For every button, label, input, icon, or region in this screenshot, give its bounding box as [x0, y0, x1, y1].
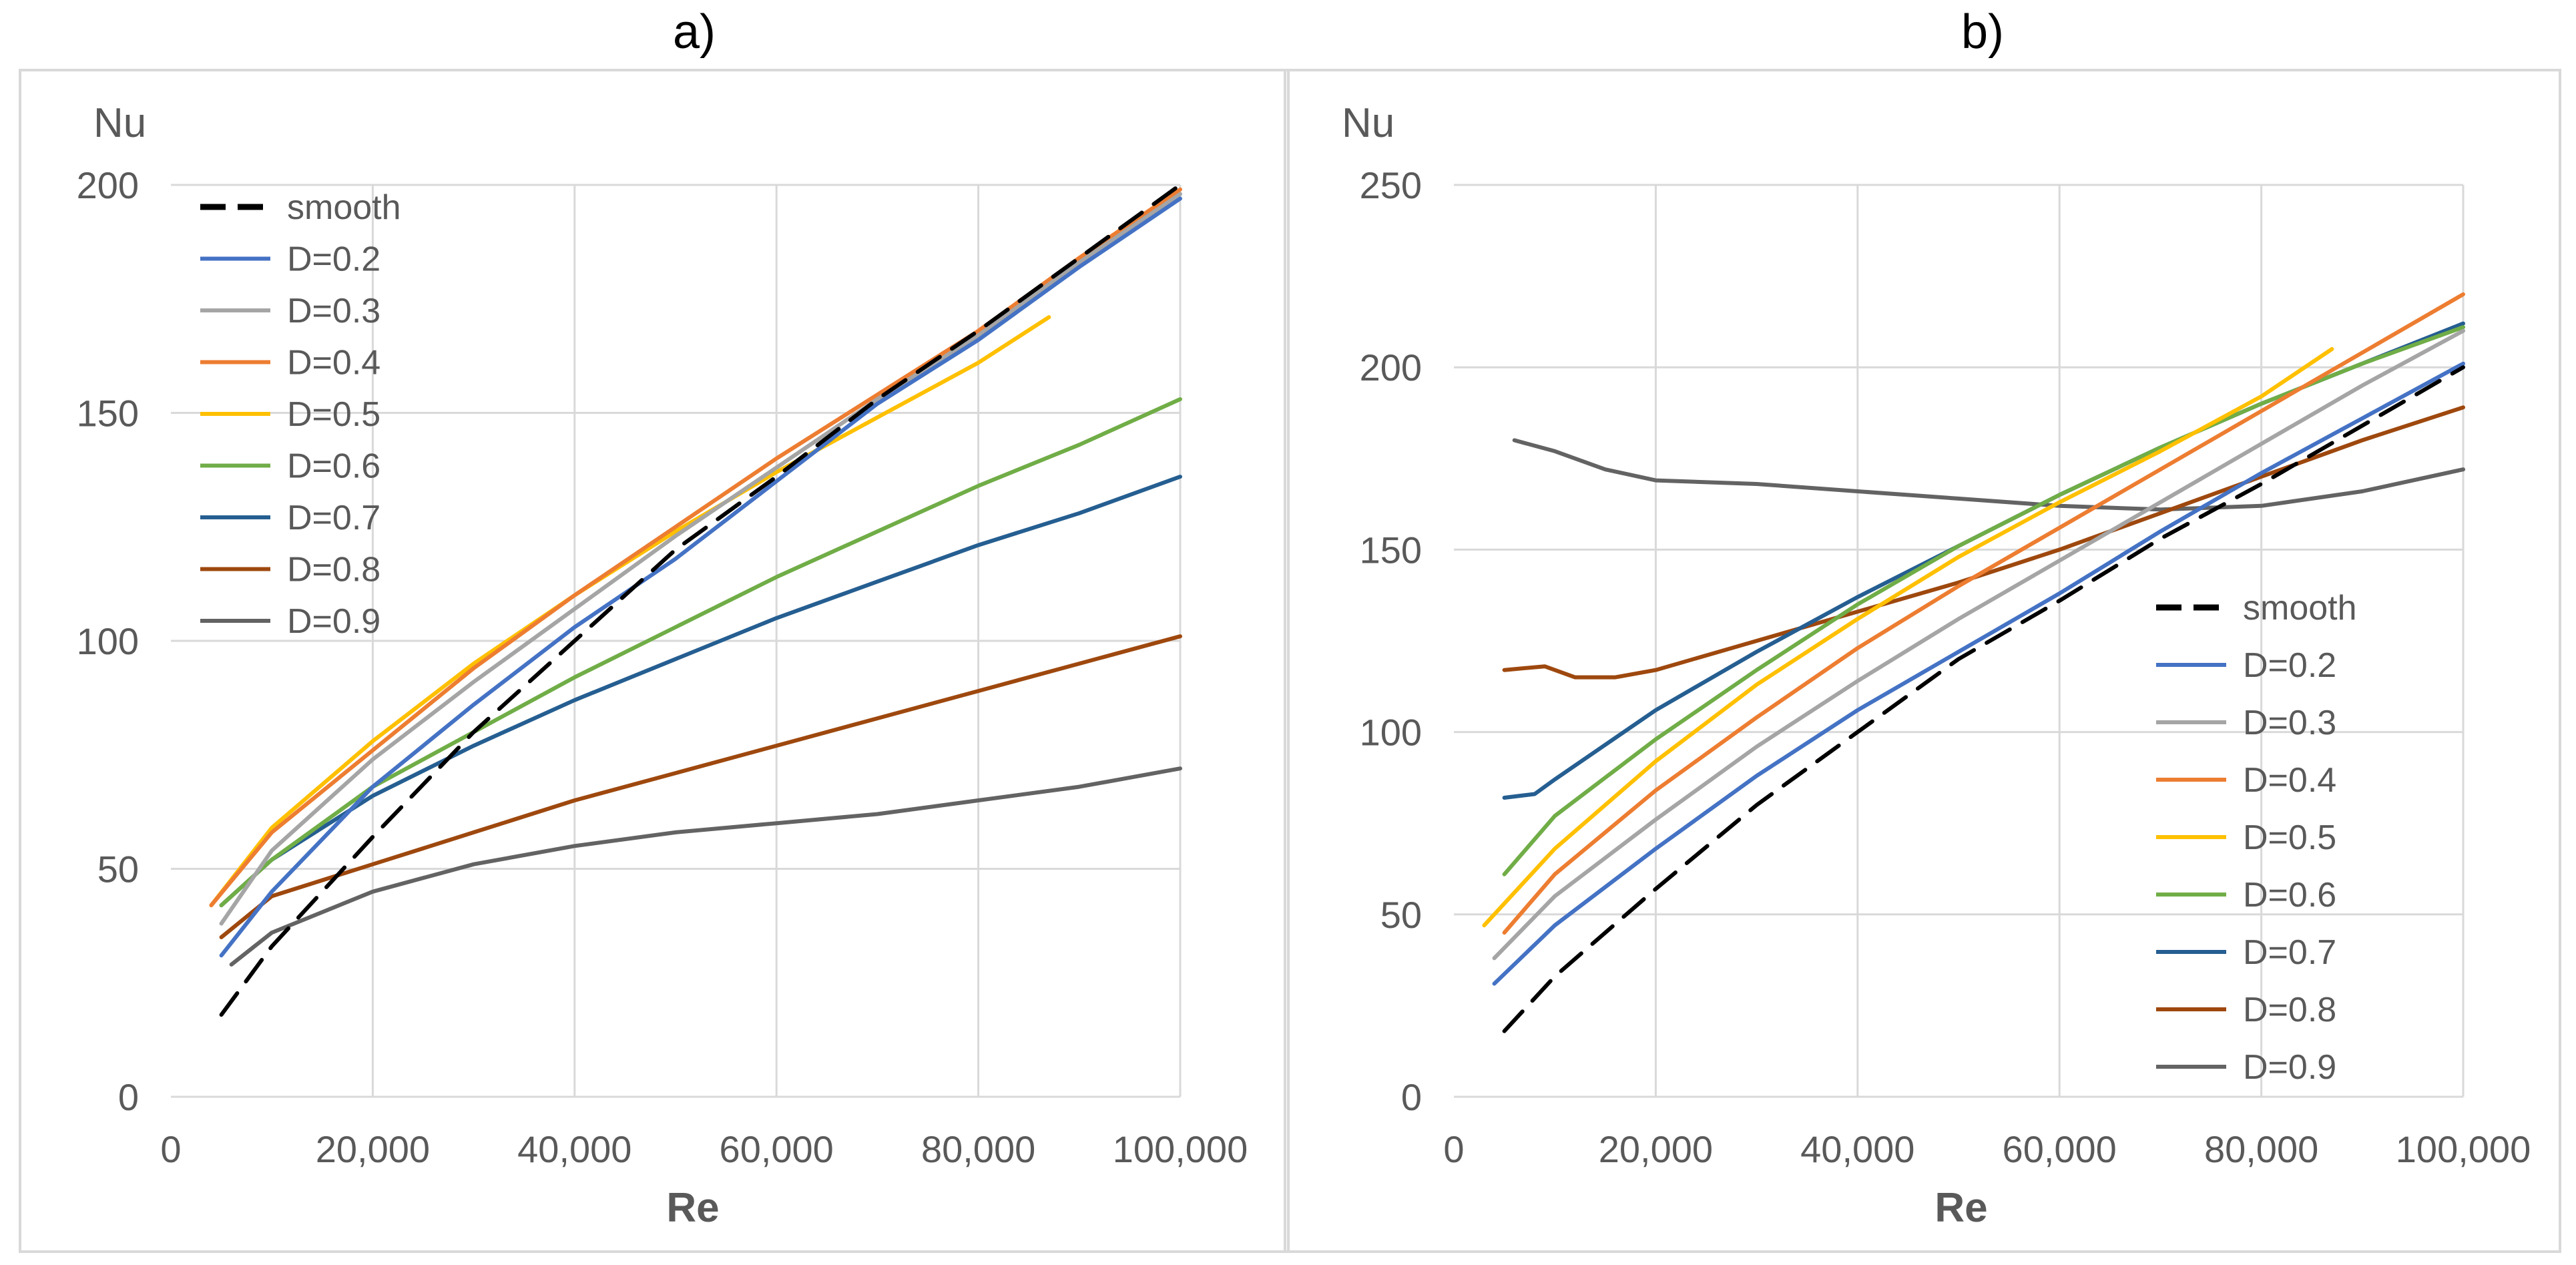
- panel-b-x-tick-label: 80,000: [2204, 1128, 2318, 1170]
- panel-b-series-d-0-9-line: [1512, 438, 2465, 512]
- panel-b-x-tick-label: 20,000: [1599, 1128, 1713, 1170]
- panel-b-legend-label-d-0-5: D=0.5: [2243, 818, 2336, 857]
- panel-a-series: [209, 183, 1182, 1017]
- panel-a-x-tick-label: 40,000: [517, 1128, 631, 1170]
- panel-a-label: a): [673, 5, 716, 59]
- panel-a-x-tick-label: 100,000: [1113, 1128, 1248, 1170]
- panel-b-series-d-0-2-line: [1492, 361, 2465, 986]
- panel-b-y-axis-label: Nu: [1342, 100, 1394, 146]
- panel-b-series-smooth-line: [1502, 365, 2465, 1033]
- panel-b-legend-label-d-0-2: D=0.2: [2243, 646, 2336, 685]
- panel-a-y-tick-label: 200: [77, 164, 139, 206]
- panel-b-legend-label-d-0-6: D=0.6: [2243, 876, 2336, 915]
- panel-a-x-tick-label: 20,000: [316, 1128, 430, 1170]
- panel-b-frame: [1284, 69, 2561, 1253]
- panel-b-legend-label-d-0-9: D=0.9: [2243, 1048, 2336, 1087]
- panel-b-series-d-0-8-line: [1502, 405, 2465, 680]
- panel-a-series-d-0-7-line: [219, 475, 1182, 908]
- panel-a-legend: smooth D=0.2 D=0.3 D=0.4 D=0.5 D=0.6 D=0.7 D=0.…: [200, 188, 401, 641]
- panel-a-frame: [19, 69, 1290, 1253]
- panel-b-legend-label-d-0-8: D=0.8: [2243, 991, 2336, 1029]
- panel-a-legend-label-d-0-3: D=0.3: [287, 292, 380, 330]
- panel-b-legend-label-d-0-7: D=0.7: [2243, 933, 2336, 972]
- panel-a-y-axis-label: Nu: [93, 100, 146, 146]
- panel-a-x-tick-label: 0: [160, 1128, 181, 1170]
- panel-a-ticks: 0 50 100 150 200 0 20,000 40,000 60,000 80,000 100…: [77, 164, 1248, 1170]
- panel-b-y-tick-label: 200: [1360, 346, 1422, 389]
- panel-a-x-axis-label: Re: [666, 1185, 719, 1231]
- panel-b-legend: smooth D=0.2 D=0.3 D=0.4 D=0.5 D=0.6 D=0.7 D=0.…: [2156, 589, 2357, 1087]
- panel-a-legend-label-d-0-9: D=0.9: [287, 602, 380, 641]
- panel-b-x-tick-label: 60,000: [2003, 1128, 2117, 1170]
- panel-a-legend-label-d-0-2: D=0.2: [287, 240, 380, 279]
- panel-a-series-smooth-line: [219, 183, 1182, 1017]
- panel-b-x-tick-label: 0: [1443, 1128, 1464, 1170]
- panel-b-y-tick-label: 0: [1401, 1076, 1422, 1118]
- panel-a-legend-label-d-0-6: D=0.6: [287, 447, 380, 486]
- panel-a-legend-label-smooth: smooth: [287, 188, 401, 227]
- panel-a-legend-label-d-0-4: D=0.4: [287, 344, 380, 383]
- panel-b-y-tick-label: 50: [1380, 894, 1422, 936]
- panel-a-x-tick-label: 60,000: [720, 1128, 834, 1170]
- panel-b-x-tick-label: 40,000: [1800, 1128, 1914, 1170]
- panel-a-series-d-0-8-line: [219, 634, 1182, 939]
- panel-a-y-tick-label: 150: [77, 393, 139, 435]
- panel-a-legend-label-d-0-5: D=0.5: [287, 395, 380, 434]
- panel-a: a) Nu Re 0 50 100 150 200 0 20,000 40,000 60,000…: [19, 5, 1290, 1253]
- panel-a-series-d-0-4-line: [209, 187, 1182, 908]
- panel-b-x-axis-label: Re: [1935, 1185, 1987, 1231]
- panel-b: b) Nu Re 0 50 100 150 200 250 0 20,000 40,000 60,…: [1284, 5, 2561, 1253]
- panel-b-series-d-0-3-line: [1492, 328, 2465, 961]
- panel-a-y-tick-label: 0: [118, 1076, 139, 1118]
- panel-a-legend-label-d-0-7: D=0.7: [287, 499, 380, 537]
- panel-b-legend-label-d-0-3: D=0.3: [2243, 704, 2336, 742]
- panel-a-series-d-0-3-line: [219, 192, 1182, 926]
- panel-a-series-d-0-9-line: [229, 766, 1182, 967]
- panel-b-label: b): [1961, 5, 2004, 59]
- panel-a-y-tick-label: 100: [77, 620, 139, 662]
- panel-a-grid: [171, 184, 1182, 1098]
- panel-b-series: [1482, 292, 2465, 1033]
- panel-b-legend-label-smooth: smooth: [2243, 589, 2357, 627]
- panel-b-y-tick-label: 100: [1360, 712, 1422, 754]
- panel-b-x-tick-label: 100,000: [2396, 1128, 2531, 1170]
- panel-b-ticks: 0 50 100 150 200 250 0 20,000 40,000 60,000 80,000…: [1360, 164, 2531, 1170]
- panel-a-series-d-0-2-line: [219, 196, 1182, 958]
- panel-a-series-d-0-6-line: [219, 397, 1182, 908]
- panel-b-legend-label-d-0-4: D=0.4: [2243, 761, 2336, 800]
- panel-a-x-tick-label: 80,000: [921, 1128, 1035, 1170]
- panel-a-y-tick-label: 50: [97, 848, 139, 891]
- panel-b-series-d-0-4-line: [1502, 292, 2465, 935]
- panel-b-series-d-0-5-line: [1482, 346, 2334, 928]
- panel-b-y-tick-label: 250: [1360, 164, 1422, 206]
- panel-b-grid: [1454, 184, 2465, 1098]
- panel-b-y-tick-label: 150: [1360, 529, 1422, 571]
- panel-a-legend-label-d-0-8: D=0.8: [287, 551, 380, 589]
